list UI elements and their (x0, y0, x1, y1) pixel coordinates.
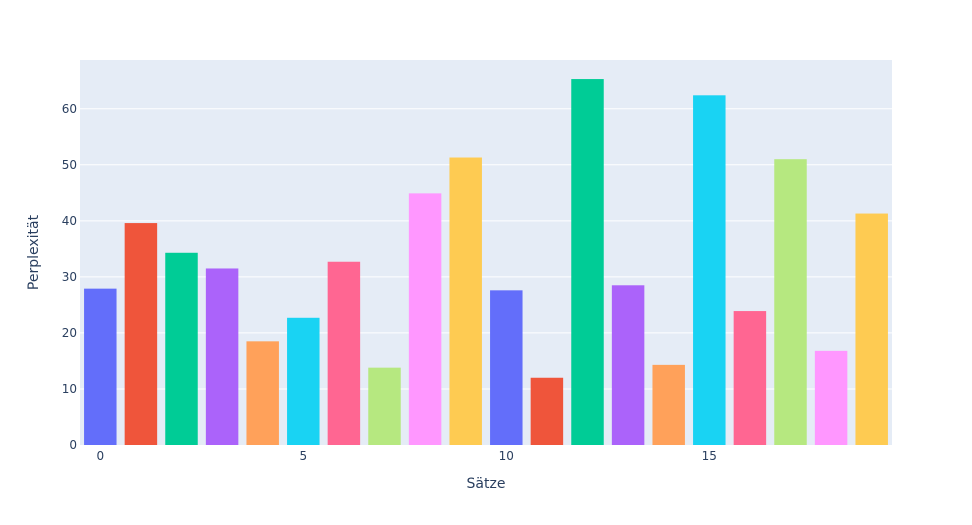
bar (855, 213, 888, 445)
x-tick-label: 5 (299, 449, 307, 463)
y-tick-label: 10 (62, 382, 77, 396)
bar (652, 364, 685, 445)
x-axis-title: Sätze (467, 476, 506, 492)
bar (287, 317, 320, 445)
y-tick-label: 30 (62, 270, 77, 284)
y-tick-labels: 0 10 20 30 40 50 60 (62, 102, 77, 452)
y-tick-label: 60 (62, 102, 77, 116)
y-tick-label: 20 (62, 326, 77, 340)
bar (814, 350, 848, 445)
bar (449, 157, 482, 445)
bar (733, 311, 767, 445)
bar (693, 95, 726, 446)
bars (84, 79, 888, 446)
x-tick-label: 10 (499, 449, 514, 463)
x-tick-label: 0 (96, 449, 104, 463)
bar (124, 223, 158, 445)
bar (368, 367, 401, 445)
y-tick-label: 40 (62, 214, 77, 228)
plot-area (80, 60, 892, 445)
bar (165, 252, 198, 445)
bar (246, 341, 279, 445)
y-tick-label: 50 (62, 158, 77, 172)
y-tick-label: 0 (69, 438, 77, 452)
x-tick-labels: 0 5 10 15 (96, 449, 716, 463)
bar (84, 288, 117, 445)
bar (327, 261, 361, 445)
bar (774, 159, 807, 445)
bar (490, 290, 523, 445)
bar (205, 268, 239, 445)
bar (530, 377, 564, 445)
bar (571, 79, 604, 445)
bar (611, 285, 645, 445)
x-tick-label: 15 (702, 449, 717, 463)
bar (408, 193, 442, 445)
y-axis-title: Perplexität (26, 214, 42, 290)
